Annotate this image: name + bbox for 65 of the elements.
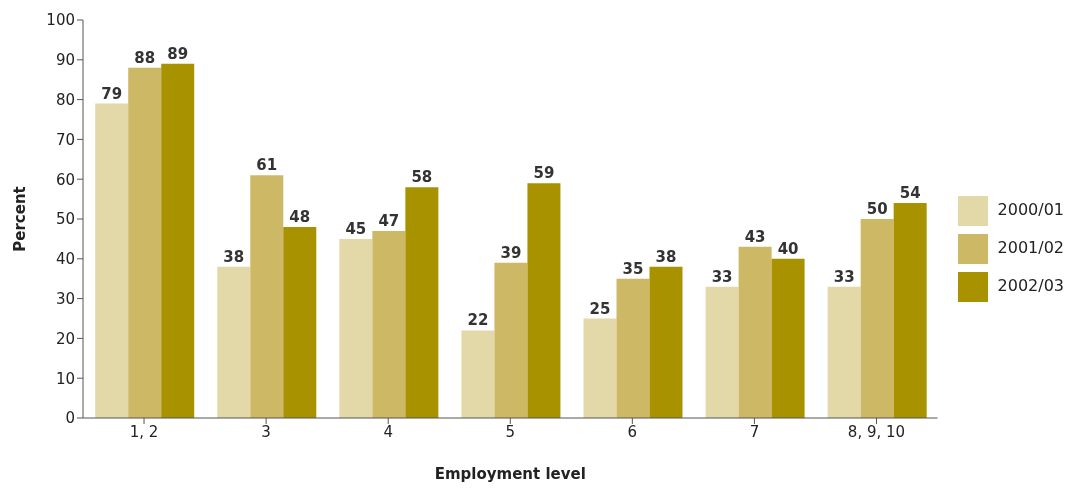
data-label: 33 xyxy=(711,267,733,286)
bar xyxy=(461,330,495,418)
data-label: 61 xyxy=(256,156,278,175)
bar xyxy=(583,318,617,418)
bar xyxy=(860,219,894,418)
legend-label: 2000/01 xyxy=(997,200,1064,219)
bar xyxy=(217,266,251,418)
x-tick-label: 3 xyxy=(261,422,271,441)
legend-label: 2001/02 xyxy=(997,238,1064,257)
data-label: 45 xyxy=(345,219,367,238)
y-tick-label: 70 xyxy=(55,130,75,149)
x-tick-label: 6 xyxy=(627,422,638,441)
bar xyxy=(649,266,683,418)
bar xyxy=(705,286,739,418)
x-tick-label: 7 xyxy=(749,422,760,441)
data-label: 50 xyxy=(866,200,888,218)
bar xyxy=(494,262,528,418)
data-label: 79 xyxy=(101,84,123,103)
y-tick-label: 60 xyxy=(55,170,75,189)
bar xyxy=(250,175,284,418)
data-label: 59 xyxy=(533,164,555,183)
y-tick-label: 10 xyxy=(55,369,75,388)
data-label: 38 xyxy=(655,247,677,266)
y-tick-label: 0 xyxy=(65,409,75,428)
x-tick-label: 4 xyxy=(383,422,393,441)
y-tick-label: 20 xyxy=(55,329,75,348)
bar xyxy=(339,238,373,418)
legend-label: 2002/03 xyxy=(997,276,1064,295)
data-label: 54 xyxy=(899,184,921,203)
data-label: 39 xyxy=(500,243,522,262)
data-label: 58 xyxy=(411,168,433,187)
data-label: 88 xyxy=(134,48,156,67)
y-tick-label: 80 xyxy=(55,90,75,109)
bar xyxy=(405,187,439,418)
data-label: 48 xyxy=(289,207,311,226)
y-tick-label: 90 xyxy=(55,51,75,70)
x-tick-label: 1, 2 xyxy=(129,422,159,441)
bar xyxy=(283,226,317,418)
data-label: 43 xyxy=(744,227,766,246)
y-tick-label: 40 xyxy=(55,250,75,269)
bar xyxy=(616,278,650,418)
bar xyxy=(95,103,129,418)
bar xyxy=(827,286,861,418)
y-axis-title: Percent xyxy=(11,186,30,252)
x-tick-label: 8, 9, 10 xyxy=(847,422,906,441)
data-label: 33 xyxy=(833,267,855,286)
data-label: 38 xyxy=(223,247,245,266)
x-tick-label: 5 xyxy=(505,422,516,441)
data-label: 22 xyxy=(467,311,489,330)
data-label: 25 xyxy=(589,299,611,318)
bar xyxy=(161,63,195,418)
y-tick-label: 100 xyxy=(46,11,75,30)
bar xyxy=(738,246,772,418)
bar xyxy=(372,230,406,418)
y-tick-label: 30 xyxy=(55,289,75,308)
bar xyxy=(893,203,927,418)
data-label: 35 xyxy=(622,259,644,278)
y-tick-label: 50 xyxy=(55,210,75,229)
x-axis-title: Employment level xyxy=(434,464,586,483)
data-label: 89 xyxy=(167,44,189,63)
data-label: 47 xyxy=(378,211,400,230)
bar xyxy=(128,67,162,418)
data-label: 40 xyxy=(777,239,799,258)
bar xyxy=(527,183,561,418)
bar xyxy=(771,258,805,418)
